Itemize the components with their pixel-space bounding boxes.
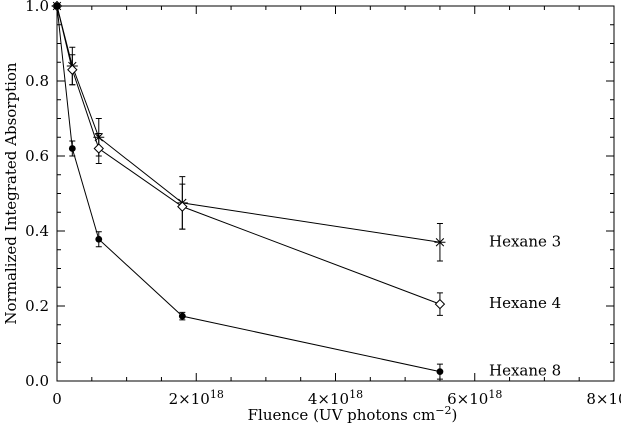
series-line <box>56 5 441 243</box>
series-line <box>56 5 441 373</box>
x-tick-label: 8×1018 <box>586 388 621 408</box>
marker-circle <box>53 2 61 10</box>
series-label: Hexane 8 <box>489 362 561 380</box>
x-tick-label: 0 <box>52 390 62 408</box>
y-tick-label: 1.0 <box>25 0 49 15</box>
series-label: Hexane 4 <box>489 294 561 312</box>
marker-asterisk-stroke <box>435 238 445 247</box>
marker-diamond <box>434 298 446 310</box>
marker-diamond <box>177 201 188 212</box>
marker-circle <box>68 145 76 152</box>
axes <box>56 5 615 382</box>
marker-circle <box>178 312 186 320</box>
y-axis-title: Normalized Integrated Absorption <box>2 62 20 325</box>
marker-circle <box>436 368 444 376</box>
marker-circle <box>95 235 103 243</box>
y-tick-label: 0.2 <box>25 297 49 315</box>
series-line <box>56 5 441 305</box>
y-tick-label: 0.8 <box>25 72 49 90</box>
series-hexane-4 <box>51 0 446 316</box>
x-tick-label: 6×1018 <box>447 388 502 408</box>
marker-diamond <box>93 143 104 154</box>
series-hexane-8 <box>53 2 444 380</box>
plot-frame <box>56 5 615 382</box>
series-group <box>51 0 446 380</box>
y-tick-label: 0.6 <box>25 147 49 165</box>
x-tick-label: 2×1018 <box>169 388 224 408</box>
y-tick-label: 0.4 <box>25 222 49 240</box>
marker-diamond <box>67 64 78 75</box>
x-tick-label: 4×1018 <box>308 388 363 408</box>
ticks <box>56 5 615 382</box>
series-label: Hexane 3 <box>489 232 561 250</box>
y-tick-label: 0.0 <box>25 372 49 390</box>
x-axis-title: Fluence (UV photons cm−2) <box>248 404 458 424</box>
series-hexane-3 <box>51 1 446 262</box>
